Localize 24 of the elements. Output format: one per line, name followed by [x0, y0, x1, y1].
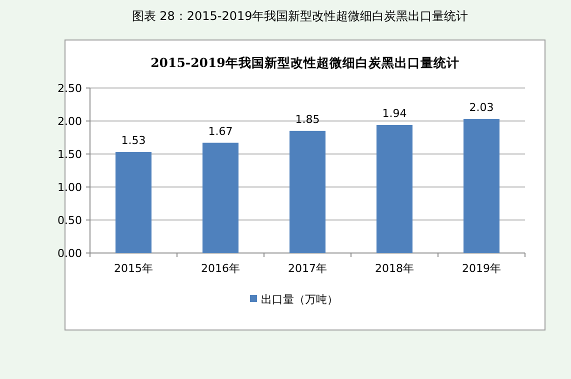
legend-label: 出口量（万吨）	[261, 293, 338, 306]
data-label: 1.67	[208, 124, 233, 138]
y-tick-label: 2.50	[58, 82, 82, 95]
x-tick-label: 2015年	[114, 262, 153, 275]
x-tick-label: 2017年	[288, 262, 327, 275]
bar	[376, 124, 412, 253]
x-tick-label: 2018年	[375, 262, 414, 275]
data-label: 1.53	[121, 134, 146, 148]
data-label: 1.94	[382, 106, 407, 120]
data-label: 1.85	[295, 112, 320, 126]
data-label: 2.03	[469, 101, 494, 114]
y-tick-label: 0.50	[58, 214, 82, 227]
bar	[290, 130, 326, 253]
bar	[202, 142, 238, 253]
x-tick-label: 2019年	[462, 262, 501, 275]
x-tick-label: 2016年	[201, 262, 240, 275]
y-tick-label: 1.50	[58, 148, 82, 161]
chart-title: 图表 28：2015-2019年我国新型改性超微细白炭黑出口量统计	[132, 9, 468, 23]
y-tick-label: 2.00	[58, 115, 82, 128]
y-tick-label: 0.00	[58, 247, 82, 260]
bar	[116, 152, 152, 253]
y-tick-label: 1.00	[58, 181, 82, 194]
bar	[464, 119, 500, 253]
chart-subtitle: 2015-2019年我国新型改性超微细白炭黑出口量统计	[150, 55, 460, 70]
